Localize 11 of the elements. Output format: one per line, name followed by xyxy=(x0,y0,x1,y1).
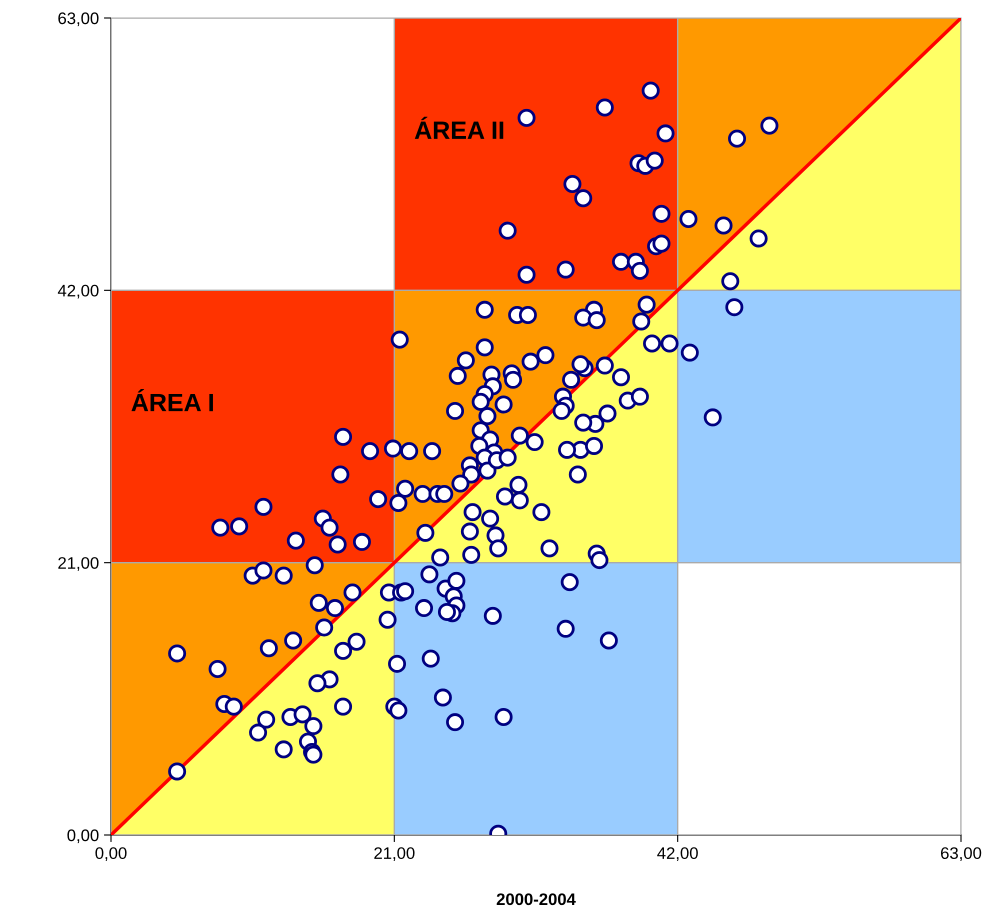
x-axis-title: 2000-2004 xyxy=(496,893,576,906)
annotation: ÁREA II xyxy=(414,116,504,139)
y-tick-label: 0,00 xyxy=(67,829,99,844)
y-tick-label: 42,00 xyxy=(58,284,99,299)
x-tick-label: 21,00 xyxy=(374,847,415,862)
x-tick-label: 63,00 xyxy=(940,847,982,862)
annotation: ÁREA I xyxy=(131,389,213,412)
x-tick-label: 0,00 xyxy=(95,847,127,862)
x-tick-label: 42,00 xyxy=(657,847,698,862)
y-tick-label: 21,00 xyxy=(58,557,99,571)
y-tick-label: 63,00 xyxy=(58,12,99,26)
